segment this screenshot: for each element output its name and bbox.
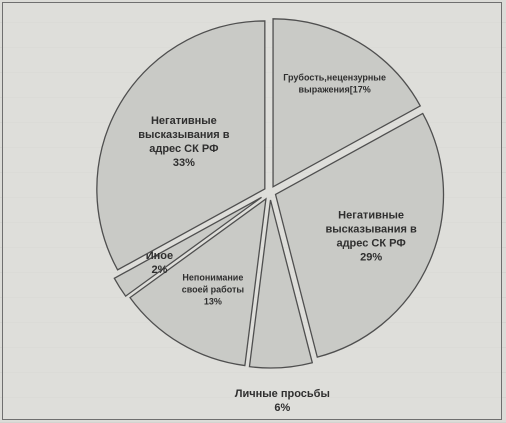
slice-label-3: Непонимание своей работы 13%	[182, 273, 245, 307]
pie-slice-0	[272, 18, 422, 188]
slice-label-2-line-1: 6%	[274, 402, 290, 414]
pie-slice-4	[113, 196, 262, 298]
slice-label-0-line-0: Грубость,нецензурные	[283, 73, 386, 83]
slice-label-1-line-3: 29%	[360, 252, 382, 264]
slice-label-1-line-1: высказывания в	[325, 224, 417, 236]
pie-slice-1	[274, 112, 445, 358]
pie-slice-5	[96, 20, 266, 271]
slice-label-3-line-1: своей работы	[182, 285, 245, 295]
slice-label-1: Негативные высказывания в адрес СК РФ 29%	[325, 210, 417, 264]
slice-label-5: Негативные высказывания в адрес СК РФ 33%	[138, 115, 230, 169]
slice-label-5-line-2: адрес СК РФ	[149, 143, 218, 155]
pie-slice-2	[248, 199, 314, 369]
slice-label-5-line-3: 33%	[173, 157, 195, 169]
slice-label-1-line-2: адрес СК РФ	[336, 238, 405, 250]
slice-label-4-line-1: 2%	[151, 264, 167, 276]
slice-label-5-line-1: высказывания в	[138, 129, 230, 141]
slice-label-3-line-0: Непонимание	[182, 273, 243, 283]
slice-label-4-line-0: Иное	[146, 250, 173, 262]
slice-label-3-line-2: 13%	[204, 297, 222, 307]
slice-label-2: Личные просьбы 6%	[235, 388, 330, 414]
pie-slice-3	[129, 197, 267, 367]
slice-label-1-line-0: Негативные	[338, 210, 404, 222]
slice-label-0-line-1: выражения[17%	[299, 85, 371, 95]
slice-label-5-line-0: Негативные	[151, 115, 217, 127]
slice-label-4: Иное 2%	[146, 250, 173, 276]
slice-label-0: Грубость,нецензурные выражения[17%	[283, 73, 386, 95]
slice-label-2-line-0: Личные просьбы	[235, 388, 330, 400]
